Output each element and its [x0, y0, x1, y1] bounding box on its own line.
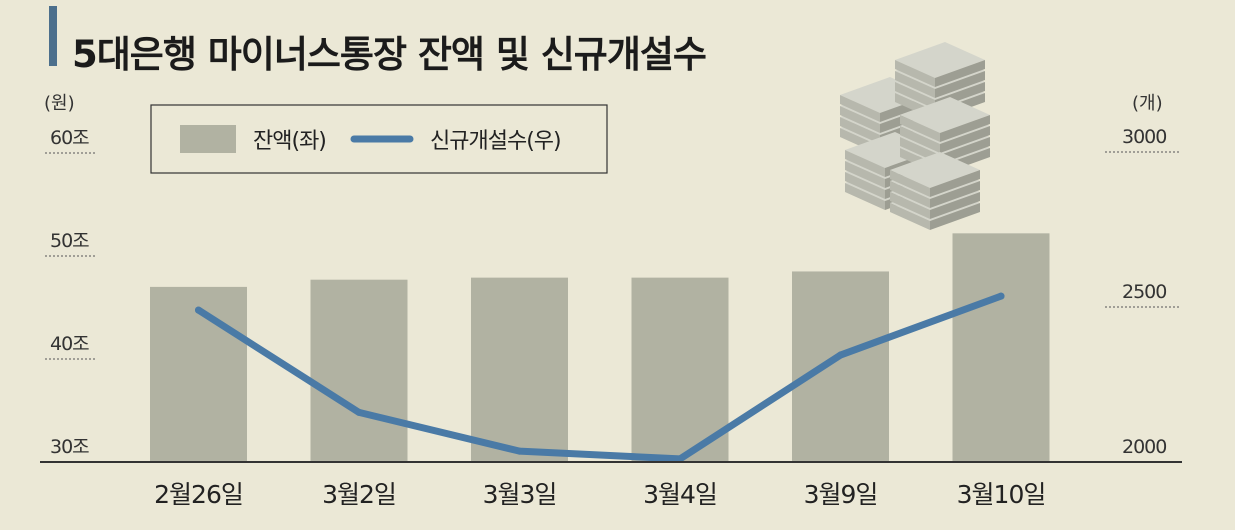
legend-bar-swatch — [180, 125, 236, 153]
x-tick-label: 3월9일 — [804, 480, 878, 509]
x-tick-label: 3월2일 — [322, 480, 396, 509]
bar-4 — [631, 277, 729, 462]
left-tick-label: 60조 — [50, 127, 89, 149]
bar-6 — [952, 233, 1050, 462]
bar-2 — [310, 279, 408, 462]
x-tick-label: 3월3일 — [483, 480, 557, 509]
series-line-new-accounts — [195, 292, 1005, 463]
left-tick-label: 50조 — [50, 230, 89, 252]
left-axis-unit: (원) — [44, 93, 75, 114]
line-point-3 — [516, 447, 523, 455]
line-point-5 — [837, 351, 844, 359]
left-tick-label: 40조 — [50, 333, 89, 355]
x-tick-label: 3월4일 — [643, 480, 717, 509]
line-point-6 — [997, 292, 1005, 300]
bar-5 — [792, 271, 889, 462]
x-tick-label: 2월26일 — [154, 480, 243, 509]
right-tick-label: 2500 — [1122, 281, 1166, 303]
x-tick-label: 3월10일 — [957, 480, 1046, 509]
legend-bar-label: 잔액(좌) — [253, 129, 326, 154]
title-accent-bar — [49, 6, 57, 66]
legend-box — [150, 104, 608, 174]
line-point-2 — [355, 408, 363, 416]
bar-1 — [150, 286, 247, 462]
money-stack-illustration — [840, 42, 990, 230]
line-point-4 — [676, 455, 684, 463]
line-point-1 — [195, 306, 202, 314]
right-axis-unit: (개) — [1132, 93, 1163, 114]
chart-title: 5대은행 마이너스통장 잔액 및 신규개설수 — [72, 33, 707, 76]
left-tick-label: 30조 — [50, 436, 89, 458]
right-tick-label: 2000 — [1122, 436, 1166, 458]
right-tick-label: 3000 — [1122, 126, 1166, 148]
bar-3 — [471, 277, 568, 462]
legend-line-label: 신규개설수(우) — [430, 129, 561, 154]
